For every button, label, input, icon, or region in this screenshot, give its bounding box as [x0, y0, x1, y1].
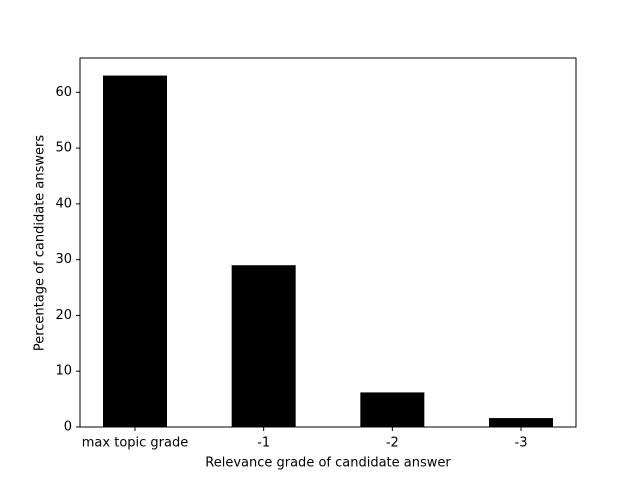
x-tick-label: -1 [257, 436, 270, 451]
x-tick-label: max topic grade [82, 436, 188, 451]
y-tick-label: 40 [55, 196, 72, 211]
y-tick-label: 0 [64, 420, 72, 435]
x-tick-label: -3 [515, 436, 528, 451]
y-tick-label: 30 [55, 252, 72, 267]
x-tick-label: -2 [386, 436, 399, 451]
y-tick-label: 10 [55, 364, 72, 379]
bar [489, 418, 553, 427]
x-axis-label: Relevance grade of candidate answer [205, 456, 451, 471]
y-tick-label: 50 [55, 141, 72, 156]
bar [360, 392, 425, 427]
y-axis-label: Percentage of candidate answers [33, 135, 48, 352]
plot-frame [79, 57, 577, 428]
bar [231, 265, 296, 427]
y-tick-label: 20 [55, 308, 72, 323]
y-tick-label: 60 [55, 85, 72, 100]
bar [103, 75, 167, 428]
